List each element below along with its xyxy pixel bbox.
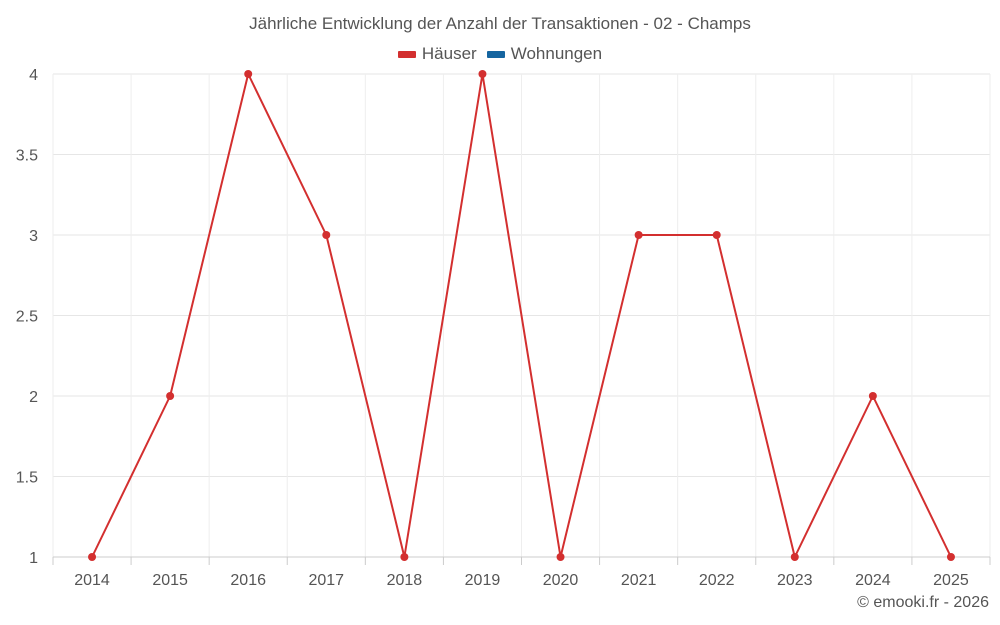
data-point xyxy=(244,70,253,78)
x-tick-label: 2015 xyxy=(152,572,188,589)
legend-label-haeuser: Häuser xyxy=(421,44,477,63)
data-point xyxy=(478,70,487,78)
y-tick-label: 1.5 xyxy=(16,470,38,487)
x-tick-label: 2016 xyxy=(230,572,266,589)
y-tick-label: 3 xyxy=(29,228,38,245)
x-tick-label: 2024 xyxy=(855,572,891,589)
legend-item-haeuser[interactable]: Häuser xyxy=(397,44,477,64)
x-tick-label: 2025 xyxy=(933,572,969,589)
legend-swatch-wohnungen xyxy=(486,50,505,58)
y-tick-label: 2.5 xyxy=(16,309,38,326)
series-line-0 xyxy=(91,73,952,558)
x-tick-label: 2014 xyxy=(74,572,110,589)
data-point xyxy=(712,231,721,239)
x-tick-label: 2021 xyxy=(621,572,657,589)
data-point xyxy=(868,392,877,400)
x-tick-label: 2019 xyxy=(465,572,501,589)
chart-title: Jährliche Entwicklung der Anzahl der Tra… xyxy=(249,14,751,33)
legend-swatch-haeuser xyxy=(397,50,416,58)
data-point xyxy=(400,553,409,561)
y-tick-label: 1 xyxy=(29,550,38,567)
data-point xyxy=(790,553,799,561)
y-tick-label: 2 xyxy=(29,389,38,406)
data-point xyxy=(166,392,175,400)
data-point xyxy=(88,553,97,561)
legend: Häuser Wohnungen xyxy=(0,44,1000,64)
data-point xyxy=(322,231,331,239)
x-tick-label: 2020 xyxy=(543,572,579,589)
data-point xyxy=(946,553,955,561)
y-tick-label: 3.5 xyxy=(16,148,38,165)
x-tick-label: 2023 xyxy=(777,572,813,589)
axes: 1 1.5 2 2.5 3 3.5 4 2014 2015 2016 2017 2018 2019 202… xyxy=(16,67,991,589)
x-tick-label: 2022 xyxy=(699,572,735,589)
series xyxy=(88,70,955,561)
data-point xyxy=(556,553,565,561)
legend-label-wohnungen: Wohnungen xyxy=(510,44,603,63)
credit-text: © emooki.fr - 2026 xyxy=(857,594,989,611)
x-tick-label: 2017 xyxy=(308,572,344,589)
x-tick-label: 2018 xyxy=(387,572,423,589)
y-tick-label: 4 xyxy=(29,67,38,84)
legend-item-wohnungen[interactable]: Wohnungen xyxy=(486,44,603,64)
data-point xyxy=(634,231,643,239)
